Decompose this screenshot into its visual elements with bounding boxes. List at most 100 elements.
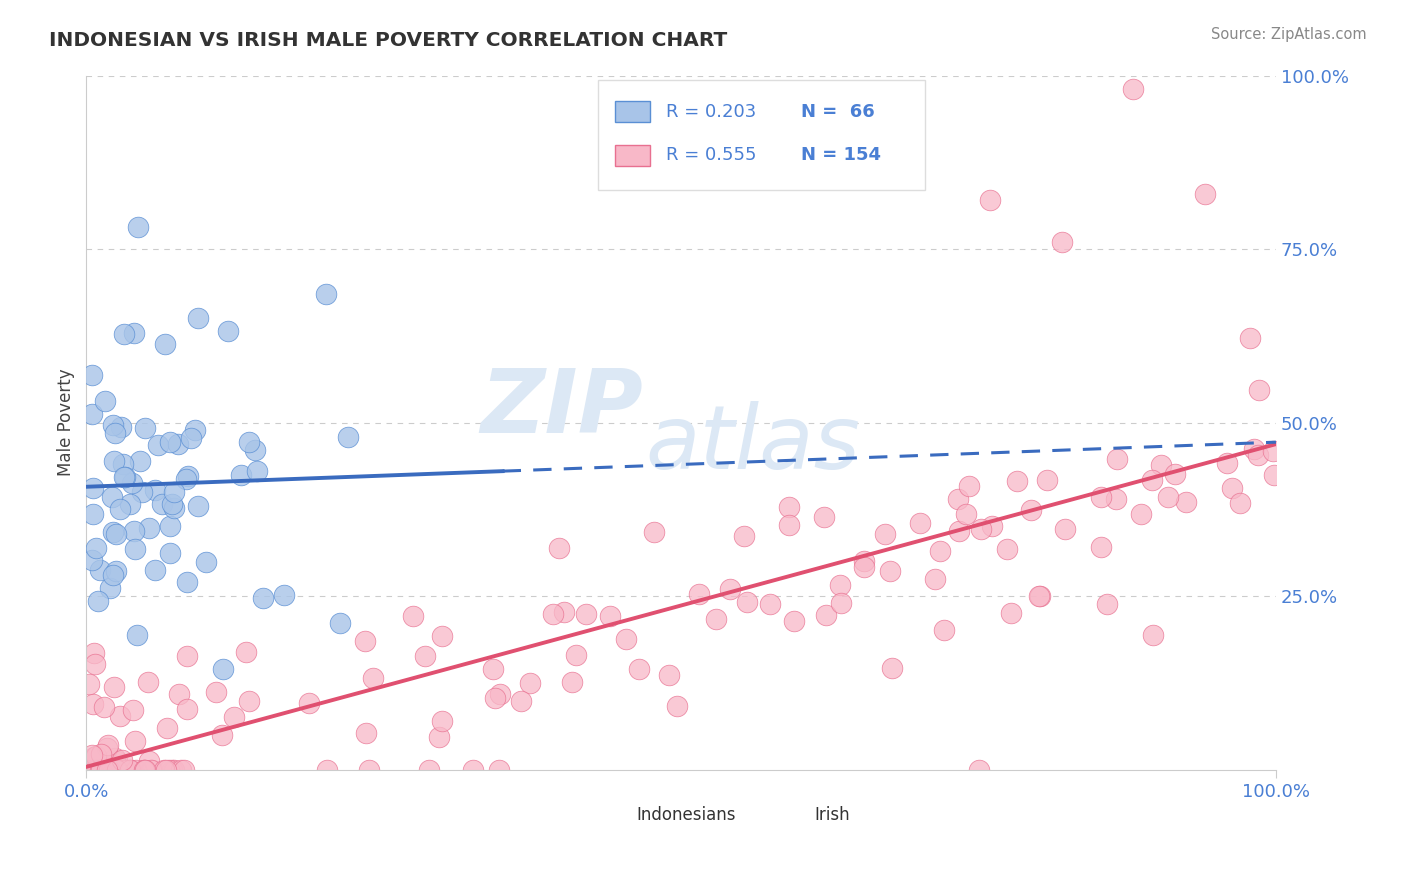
Point: [981, 519, 1004, 533]
Point: [363, 671, 385, 685]
Point: [688, 587, 710, 601]
Point: [101, 490, 124, 504]
Point: [354, 634, 377, 648]
Point: [1194, 186, 1216, 201]
Point: [484, 690, 506, 705]
Point: [121, 703, 143, 717]
Point: [1050, 235, 1073, 249]
Text: N =  66: N = 66: [801, 103, 875, 120]
Point: [104, 425, 127, 440]
Point: [1216, 456, 1239, 470]
Point: [1140, 474, 1163, 488]
Point: [98, 763, 121, 777]
Point: [733, 529, 755, 543]
Point: [1029, 589, 1052, 603]
Point: [205, 685, 228, 699]
Text: atlas: atlas: [645, 401, 860, 486]
Point: [759, 597, 782, 611]
Point: [967, 763, 990, 777]
Point: [90, 763, 112, 777]
Point: [104, 751, 127, 765]
Point: [138, 754, 160, 768]
Point: [112, 763, 135, 777]
Point: [1247, 383, 1270, 397]
Point: [238, 694, 260, 708]
Point: [157, 763, 180, 777]
Point: [979, 194, 1001, 208]
Point: [139, 763, 162, 777]
Point: [329, 615, 352, 630]
Point: [880, 661, 903, 675]
Point: [853, 554, 876, 568]
Point: [924, 572, 946, 586]
Point: [131, 484, 153, 499]
Point: [908, 516, 931, 530]
Point: [1130, 507, 1153, 521]
Text: INDONESIAN VS IRISH MALE POVERTY CORRELATION CHART: INDONESIAN VS IRISH MALE POVERTY CORRELA…: [49, 31, 727, 50]
Text: Irish: Irish: [814, 806, 851, 824]
Point: [146, 438, 169, 452]
Point: [599, 608, 621, 623]
Point: [1053, 522, 1076, 536]
Point: [105, 763, 128, 777]
Point: [482, 662, 505, 676]
Point: [243, 442, 266, 457]
Point: [153, 763, 176, 777]
Point: [176, 574, 198, 589]
Text: N = 154: N = 154: [801, 146, 882, 164]
Point: [97, 738, 120, 752]
Point: [830, 578, 852, 592]
Point: [105, 763, 128, 777]
Point: [704, 611, 727, 625]
FancyBboxPatch shape: [588, 803, 627, 827]
Point: [413, 649, 436, 664]
Point: [561, 675, 583, 690]
Point: [117, 763, 139, 777]
Point: [354, 726, 377, 740]
Point: [315, 763, 337, 777]
Point: [187, 310, 209, 325]
Point: [1157, 491, 1180, 505]
Point: [118, 763, 141, 777]
Point: [852, 560, 875, 574]
Point: [614, 632, 637, 646]
Point: [79, 676, 101, 690]
Point: [273, 588, 295, 602]
Point: [159, 519, 181, 533]
Point: [184, 423, 207, 437]
Point: [93, 699, 115, 714]
Point: [124, 763, 146, 777]
Point: [718, 582, 741, 596]
Point: [879, 564, 901, 578]
Point: [141, 763, 163, 777]
Point: [167, 437, 190, 451]
Point: [103, 680, 125, 694]
Point: [122, 524, 145, 538]
Point: [402, 608, 425, 623]
Point: [231, 467, 253, 482]
Point: [955, 507, 977, 521]
Point: [315, 287, 337, 301]
Point: [643, 524, 665, 539]
Point: [163, 484, 186, 499]
Point: [167, 687, 190, 701]
Point: [82, 408, 104, 422]
Point: [1220, 481, 1243, 495]
Point: [519, 676, 541, 690]
Point: [735, 595, 758, 609]
Point: [110, 502, 132, 516]
Point: [1090, 490, 1112, 504]
Point: [105, 526, 128, 541]
Point: [134, 763, 156, 777]
Point: [217, 324, 239, 338]
Point: [929, 544, 952, 558]
Point: [948, 524, 970, 538]
Point: [932, 624, 955, 638]
Point: [114, 470, 136, 484]
Point: [124, 734, 146, 748]
Point: [252, 591, 274, 605]
Point: [103, 568, 125, 582]
Point: [80, 763, 103, 777]
Point: [830, 596, 852, 610]
Point: [96, 763, 118, 777]
